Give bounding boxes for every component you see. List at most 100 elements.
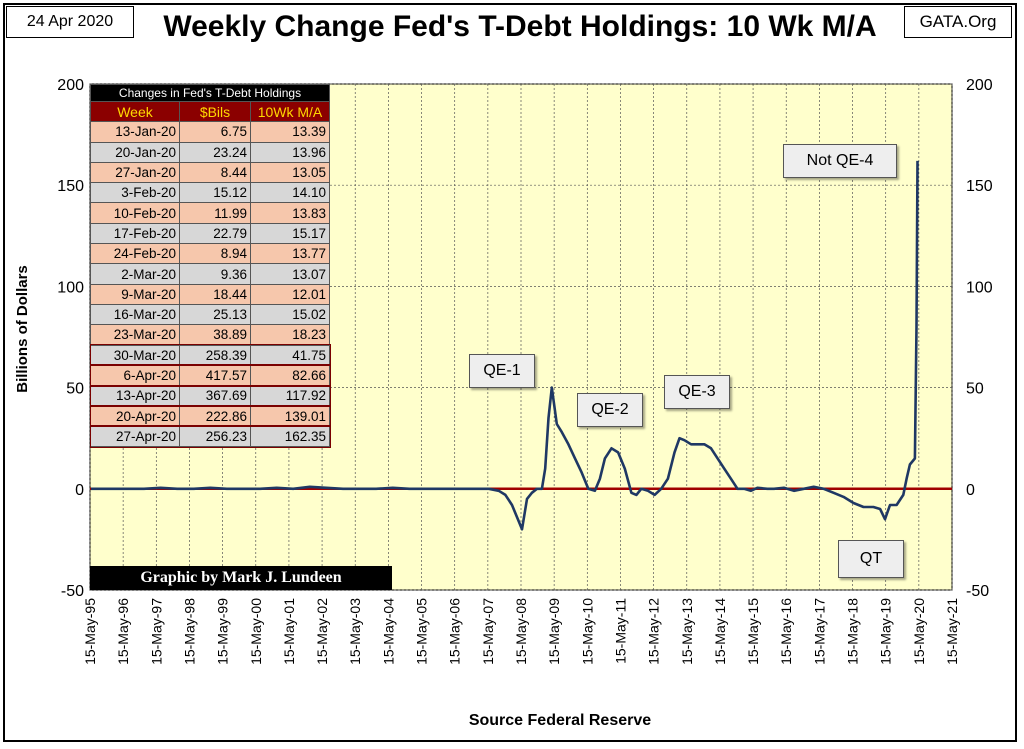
x-tick-label: 15-May-98 (181, 598, 197, 665)
x-tick-label: 15-May-97 (148, 598, 164, 665)
table-cell: 22.79 (179, 222, 251, 245)
date-label: 24 Apr 2020 (6, 6, 134, 38)
table-cell: 15.02 (250, 303, 330, 326)
table-cell: 8.94 (179, 243, 251, 265)
holdings-table: Changes in Fed's T-Debt Holdings Week $Bil… (89, 84, 331, 448)
callout-qe1: QE-1 (469, 354, 535, 388)
y-tick-label-left: -50 (61, 583, 84, 600)
table-cell: 417.57 (179, 364, 251, 387)
table-cell: 14.10 (250, 182, 330, 204)
y-tick-label-left: 200 (57, 77, 84, 94)
x-tick-label: 15-May-21 (944, 598, 960, 665)
table-cell: 13-Apr-20 (90, 385, 180, 407)
callout-qe3: QE-3 (664, 375, 730, 409)
credit-banner: Graphic by Mark J. Lundeen (90, 566, 392, 590)
table-cell: 222.86 (179, 405, 251, 427)
chart-title: Weekly Change Fed's T-Debt Holdings: 10 … (163, 10, 877, 43)
table-cell: 15.12 (179, 182, 251, 204)
table-cell: 9.36 (179, 263, 251, 285)
source-label: Source Federal Reserve (468, 712, 652, 729)
table-cell: 23-Mar-20 (90, 324, 180, 346)
y-tick-label-right: 0 (966, 482, 975, 499)
table-cell: 3-Feb-20 (90, 182, 180, 204)
callout-qt: QT (838, 540, 904, 578)
site-label: GATA.Org (904, 6, 1012, 38)
x-tick-label: 15-May-07 (480, 598, 496, 665)
x-tick-label: 15-May-12 (646, 598, 662, 665)
table-cell: 25.13 (179, 303, 251, 326)
table-cell: 20-Apr-20 (90, 405, 180, 427)
x-tick-label: 15-May-99 (215, 598, 231, 665)
table-cell: 13.83 (250, 202, 330, 224)
table-cell: 20-Jan-20 (90, 141, 180, 163)
table-cell: 117.92 (250, 385, 330, 407)
table-row: 24-Feb-20 8.94 13.77 (90, 243, 330, 265)
x-tick-label: 15-May-02 (314, 598, 330, 665)
table-cell: 13.05 (250, 161, 330, 184)
y-tick-label-right: 150 (966, 178, 993, 195)
table-cell: 6-Apr-20 (90, 364, 180, 387)
table-caption: Changes in Fed's T-Debt Holdings (90, 84, 330, 102)
x-tick-label: 15-May-17 (811, 598, 827, 665)
x-tick-label: 15-May-95 (82, 598, 98, 665)
table-cell: 162.35 (250, 425, 330, 448)
y-tick-label-left: 50 (66, 381, 84, 398)
table-cell: 11.99 (179, 202, 251, 224)
table-cell: 258.39 (179, 344, 251, 366)
table-row: 10-Feb-20 11.99 13.83 (90, 202, 330, 224)
table-row: 30-Mar-20 258.39 41.75 (89, 344, 331, 367)
table-cell: 13.96 (250, 141, 330, 163)
x-tick-label: 15-May-16 (778, 598, 794, 665)
x-tick-label: 15-May-20 (911, 598, 927, 665)
table-row: 23-Mar-20 38.89 18.23 (90, 324, 330, 346)
y-tick-label-left: 100 (57, 279, 84, 296)
table-cell: 367.69 (179, 385, 251, 407)
y-tick-label-right: 100 (966, 279, 993, 296)
table-cell: 13.77 (250, 243, 330, 265)
y-tick-label-right: 50 (966, 381, 984, 398)
x-tick-label: 15-May-10 (579, 598, 595, 665)
table-cell: 256.23 (179, 425, 251, 448)
table-cell: 27-Jan-20 (90, 161, 180, 184)
table-column-header: $Bils (179, 100, 251, 123)
y-tick-label-right: 200 (966, 77, 993, 94)
table-cell: 6.75 (179, 121, 251, 143)
table-row: 6-Apr-20 417.57 82.66 (89, 364, 331, 387)
table-row: 13-Jan-20 6.75 13.39 (90, 121, 330, 143)
table-row: 17-Feb-20 22.79 15.17 (90, 222, 330, 245)
x-tick-label: 15-May-14 (712, 598, 728, 665)
x-tick-label: 15-May-08 (513, 598, 529, 665)
y-axis-title: Billions of Dollars (14, 265, 31, 393)
table-column-header: 10Wk M/A (250, 100, 330, 123)
table-cell: 2-Mar-20 (90, 263, 180, 285)
table-cell: 13.39 (250, 121, 330, 143)
table-column-header: Week (90, 100, 180, 123)
table-row: 2-Mar-20 9.36 13.07 (90, 263, 330, 285)
x-tick-label: 15-May-01 (281, 598, 297, 665)
table-row: 13-Apr-20 367.69 117.92 (89, 384, 331, 407)
table-cell: 17-Feb-20 (90, 222, 180, 245)
x-tick-label: 15-May-09 (546, 598, 562, 665)
table-cell: 38.89 (179, 324, 251, 346)
x-tick-label: 15-May-00 (248, 598, 264, 665)
table-cell: 12.01 (250, 283, 330, 305)
x-tick-label: 15-May-19 (878, 598, 894, 665)
x-tick-label: 15-May-04 (380, 598, 396, 665)
x-tick-label: 15-May-06 (447, 598, 463, 665)
table-cell: 23.24 (179, 141, 251, 163)
table-row: 16-Mar-20 25.13 15.02 (90, 303, 330, 326)
table-cell: 10-Feb-20 (90, 202, 180, 224)
callout-not-qe4: Not QE-4 (783, 144, 897, 178)
table-cell: 13.07 (250, 263, 330, 285)
table-cell: 8.44 (179, 161, 251, 184)
table-cell: 27-Apr-20 (90, 425, 180, 448)
table-cell: 15.17 (250, 222, 330, 245)
table-cell: 41.75 (250, 344, 330, 366)
y-tick-label-left: 0 (75, 482, 84, 499)
x-tick-label: 15-May-15 (745, 598, 761, 665)
x-tick-label: 15-May-13 (679, 598, 695, 665)
table-row: 27-Apr-20 256.23 162.35 (89, 425, 331, 448)
table-cell: 18.44 (179, 283, 251, 305)
table-row: 27-Jan-20 8.44 13.05 (90, 161, 330, 184)
x-tick-label: 15-May-05 (414, 598, 430, 665)
